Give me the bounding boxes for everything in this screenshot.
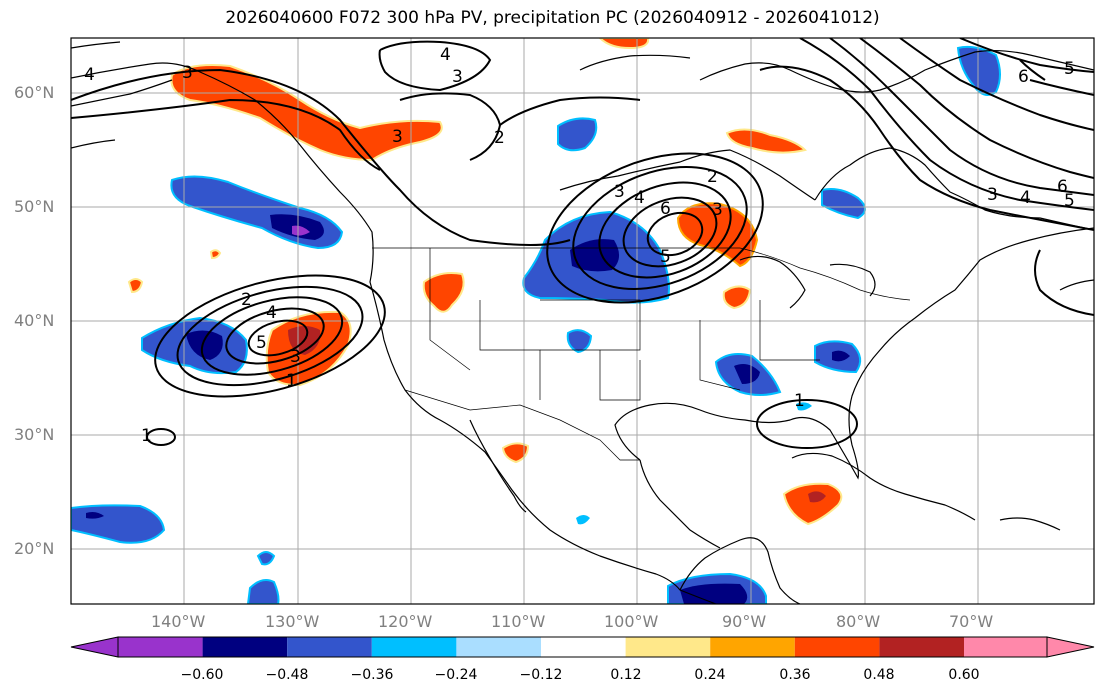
- contour-label: 6: [1057, 177, 1068, 197]
- colorbar-tick-label: 0.36: [779, 667, 811, 683]
- contour-label: 4: [84, 65, 95, 85]
- contour-label: 4: [1020, 188, 1031, 208]
- contour-label: 2: [241, 290, 252, 310]
- contour-label: 3: [392, 127, 403, 147]
- contour-label: 1: [286, 371, 297, 391]
- lon-label: 100°W: [604, 612, 659, 631]
- precip-negative-florida: [796, 402, 812, 411]
- colorbar-bin: [541, 637, 626, 657]
- colorbar-bin: [118, 637, 203, 657]
- contour-label: 2: [707, 167, 718, 187]
- colorbar-tick-label: −0.12: [519, 667, 563, 683]
- lon-label: 120°W: [378, 612, 433, 631]
- precip-positive-baja: [501, 442, 530, 464]
- colorbar-tick-label: 0.12: [610, 667, 642, 683]
- contour-label: 4: [266, 303, 277, 323]
- precip-negative-south-core: [734, 364, 760, 384]
- precip-negative-hawaii-core: [86, 512, 104, 519]
- contour-label: 3: [987, 185, 998, 205]
- precip-positive-cuba: [782, 482, 843, 526]
- colorbar-bin: [625, 637, 711, 657]
- contour-label: 3: [182, 63, 193, 83]
- colorbar-outline: [117, 636, 1048, 658]
- contour-label: 4: [440, 45, 451, 65]
- map-frame: [70, 37, 1095, 605]
- lon-label: 90°W: [722, 612, 767, 631]
- colorbar-tick-label: 0.48: [863, 667, 895, 683]
- precip-negative-central-america-core: [680, 583, 748, 604]
- precip-positive-hudson: [725, 128, 807, 154]
- contour-label: 5: [1064, 191, 1075, 211]
- colorbar-tick-label: −0.36: [350, 667, 394, 683]
- precip-positive-nevada: [422, 272, 465, 313]
- colorbar-tick-label: −0.24: [434, 667, 478, 683]
- precip-negative-mexico: [576, 515, 590, 525]
- contour-label: 3: [290, 347, 301, 367]
- lat-label: 60°N: [14, 83, 55, 102]
- precip-positive-small-1: [127, 278, 144, 294]
- contour-label: 2: [494, 128, 505, 148]
- lon-label: 110°W: [491, 612, 546, 631]
- precip-negative-quebec: [821, 188, 866, 220]
- lat-label: 50°N: [14, 197, 55, 216]
- lon-label: 80°W: [836, 612, 881, 631]
- contour-label: 6: [660, 199, 671, 219]
- map-title: 2026040600 F072 300 hPa PV, precipitatio…: [225, 8, 880, 28]
- precip-negative-ne-pacific-max: [292, 225, 310, 236]
- precipitation-shading: [71, 38, 1001, 604]
- precip-negative-canada: [557, 117, 598, 152]
- contour-label: 6: [1018, 67, 1029, 87]
- lat-label: 20°N: [14, 539, 55, 558]
- contour-label: 4: [634, 188, 645, 208]
- lon-label: 130°W: [265, 612, 320, 631]
- precip-positive-cuba-core: [808, 491, 826, 503]
- borders: [372, 247, 911, 461]
- precip-negative-pacific-south-small: [256, 551, 276, 566]
- colorbar-bin: [964, 637, 1047, 657]
- colorbar-bin: [794, 637, 880, 657]
- precip-positive-small-2: [209, 249, 222, 260]
- precip-negative-labrador: [956, 45, 1001, 96]
- colorbar-tick-label: 0.24: [694, 667, 726, 683]
- contour-label: 3: [452, 67, 463, 87]
- contour-label: 5: [660, 247, 671, 267]
- precip-negative-hawaii: [71, 504, 166, 544]
- contour-label: 3: [712, 200, 723, 220]
- colorbar: [70, 636, 1095, 658]
- colorbar-tick-label: 0.60: [948, 667, 980, 683]
- precip-positive-illinois: [722, 285, 752, 310]
- contour-label: 1: [794, 391, 805, 411]
- colorbar-bin: [202, 637, 288, 657]
- colorbar-extend-right: [1046, 636, 1095, 658]
- colorbar-bin: [710, 637, 795, 657]
- precip-negative-colorado: [566, 329, 593, 354]
- precip-positive-top: [598, 38, 650, 50]
- lat-label: 40°N: [14, 311, 55, 330]
- contour-label: 1: [141, 426, 152, 446]
- precip-negative-appalachian-core: [832, 350, 850, 362]
- precip-negative-pacific-core: [186, 330, 223, 360]
- colorbar-extend-left: [70, 636, 119, 658]
- colorbar-tick-label: −0.60: [180, 667, 224, 683]
- contour-label: 3: [614, 182, 625, 202]
- precip-negative-pacific-south: [246, 579, 280, 604]
- colorbar-bin: [879, 637, 964, 657]
- colorbar-bin: [456, 637, 541, 657]
- colorbar-tick-label: −0.48: [265, 667, 309, 683]
- pv-contours: [71, 38, 1094, 449]
- contour-labels: 4 3 4 3 2 3 3 3 4 6 5 2 4 5 3 1 1 1 2 3 …: [84, 45, 1075, 446]
- contour-label: 5: [1064, 59, 1075, 79]
- lat-label: 30°N: [14, 425, 55, 444]
- contour-label: 5: [256, 333, 267, 353]
- colorbar-bin: [287, 637, 372, 657]
- colorbar-bin: [371, 637, 457, 657]
- lon-label: 140°W: [151, 612, 206, 631]
- lon-label: 70°W: [949, 612, 994, 631]
